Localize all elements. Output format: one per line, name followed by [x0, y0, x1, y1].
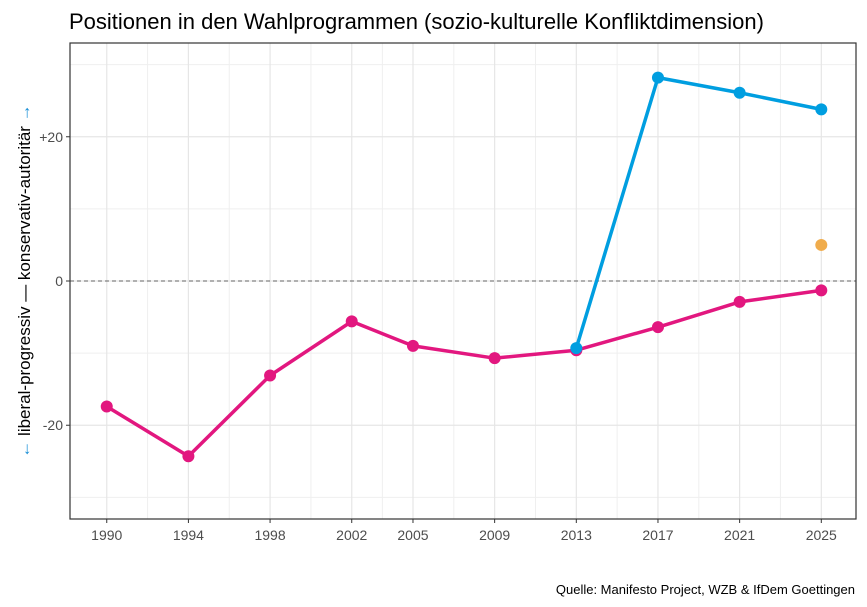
x-tick-label: 2017 — [642, 527, 673, 543]
series-line-pink — [105, 288, 822, 459]
chart-title: Positionen in den Wahlprogrammen (sozio-… — [69, 9, 764, 34]
data-point-pink — [100, 400, 113, 413]
data-point-pink — [406, 339, 419, 352]
y-axis-label: ← liberal-progressiv — konservativ-autor… — [15, 104, 34, 457]
y-label-left: liberal-progressiv — [15, 306, 34, 436]
y-tick-label: +20 — [39, 129, 63, 145]
axis-ticks: 1990 1994 1998 2002 2005 2009 2013 2017 2021 2025… — [39, 129, 837, 543]
series-line-blue — [574, 75, 822, 349]
x-tick-label: 2021 — [724, 527, 755, 543]
chart-marks — [70, 71, 856, 463]
x-tick-label: 2025 — [806, 527, 837, 543]
y-label-right: konservativ-autoritär — [15, 126, 34, 280]
arrow-up-icon: → — [15, 104, 34, 121]
data-point-pink — [733, 295, 746, 308]
x-tick-label: 2005 — [397, 527, 428, 543]
x-tick-label: 1994 — [173, 527, 204, 543]
y-label-dash: — — [15, 285, 34, 302]
data-point-pink — [815, 284, 828, 297]
data-point-pink — [345, 315, 358, 328]
y-tick-label: 0 — [55, 273, 63, 289]
data-point-pink — [488, 352, 501, 365]
data-point-pink — [651, 321, 664, 334]
data-point-blue — [815, 103, 828, 116]
x-tick-label: 1990 — [91, 527, 122, 543]
data-point-blue — [651, 71, 664, 84]
x-tick-label: 1998 — [254, 527, 285, 543]
svg-text:← liberal-progressiv: ← liberal-progressiv — konservativ-autor… — [15, 104, 34, 457]
data-point-orange — [815, 238, 828, 251]
x-tick-label: 2009 — [479, 527, 510, 543]
y-tick-label: -20 — [43, 417, 63, 433]
data-point-blue — [570, 342, 583, 355]
caption: Quelle: Manifesto Project, WZB & IfDem G… — [556, 582, 855, 597]
data-point-blue — [733, 86, 746, 99]
x-tick-label: 2013 — [561, 527, 592, 543]
data-point-pink — [182, 450, 195, 463]
arrow-down-icon: ← — [15, 441, 34, 458]
x-tick-label: 2002 — [336, 527, 367, 543]
data-point-pink — [264, 369, 277, 382]
